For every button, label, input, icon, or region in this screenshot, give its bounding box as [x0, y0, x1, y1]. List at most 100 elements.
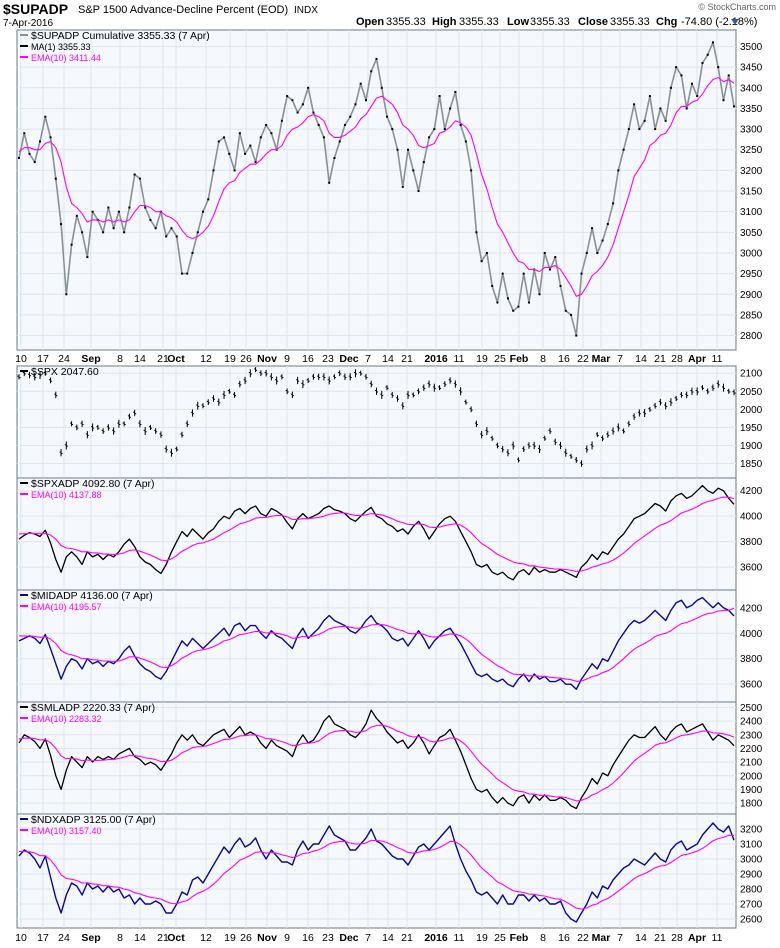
legend-swatch: [20, 34, 28, 36]
data-point: [212, 169, 215, 172]
data-point: [370, 70, 373, 73]
data-point: [470, 169, 473, 172]
y-tick-label: 2050: [740, 387, 763, 398]
data-point: [717, 66, 720, 69]
y-tick-label: 2200: [740, 744, 763, 755]
x-tick-label: 7: [365, 353, 371, 365]
x-tick-label: Sep: [81, 932, 100, 944]
data-point: [270, 132, 273, 135]
x-tick-label: 11: [712, 932, 723, 944]
data-point: [669, 86, 672, 89]
legend-swatch: [20, 56, 28, 58]
legend-entry: EMA(10) 4195.57: [31, 602, 102, 612]
y-tick-label: 1900: [740, 441, 763, 452]
data-point: [18, 157, 20, 159]
y-tick-label: 4000: [740, 629, 763, 640]
legend-entry: EMA(10) 3157.40: [31, 826, 102, 836]
legend-entry: $SMLADP 2220.33 (7 Apr): [31, 702, 155, 714]
y-tick-label: 1950: [740, 423, 763, 434]
dropdown-arrow-icon[interactable]: [731, 19, 739, 25]
data-point: [433, 128, 436, 131]
data-point: [564, 309, 567, 312]
y-tick-label: 2850: [740, 310, 763, 321]
x-tick-label: 14: [635, 932, 647, 944]
x-tick-label: 21: [157, 353, 169, 365]
data-point: [580, 272, 583, 275]
data-point: [496, 301, 499, 304]
y-tick-label: 2100: [740, 758, 763, 769]
legend-swatch: [20, 482, 28, 484]
data-point: [123, 231, 126, 234]
header-date: 7-Apr-2016: [3, 18, 53, 29]
data-point: [364, 99, 367, 102]
x-tick-label: 25: [494, 353, 506, 365]
y-tick-label: 3000: [740, 855, 763, 866]
data-point: [522, 272, 525, 275]
x-tick-label: 26: [240, 932, 252, 944]
data-point: [412, 169, 415, 172]
data-point: [485, 251, 488, 254]
data-point: [727, 74, 730, 77]
data-point: [386, 115, 389, 118]
data-point: [180, 272, 183, 275]
x-tick-label: Oct: [167, 353, 185, 365]
x-tick-label: 14: [382, 353, 394, 365]
legend-entry: $SUPADP Cumulative 3355.33 (7 Apr): [31, 30, 210, 42]
x-tick-label: Feb: [510, 353, 529, 365]
high-label: High: [432, 16, 457, 28]
series-line-black: [18, 484, 735, 581]
x-tick-label: 10: [15, 932, 27, 944]
data-point: [49, 136, 52, 139]
data-point: [601, 239, 604, 242]
data-point: [333, 157, 336, 159]
data-point: [217, 140, 220, 143]
data-point: [207, 198, 210, 201]
legend-entry: EMA(10) 3411.44: [31, 53, 101, 63]
legend-swatch: [20, 706, 28, 708]
data-point: [317, 123, 320, 126]
data-point: [454, 90, 457, 93]
panel-frame: [16, 29, 737, 351]
y-tick-label: 3450: [740, 63, 763, 74]
y-tick-label: 3500: [740, 42, 763, 53]
data-point: [349, 115, 352, 118]
data-point: [596, 251, 599, 254]
y-tick-label: 1850: [740, 459, 763, 470]
y-tick-label: 2400: [740, 717, 763, 728]
data-point: [44, 115, 47, 118]
x-tick-label: 14: [635, 353, 647, 365]
x-tick-label: 24: [58, 932, 70, 944]
data-point: [54, 177, 57, 180]
data-point: [33, 161, 36, 164]
data-point: [244, 152, 247, 155]
data-point: [280, 119, 283, 122]
data-point: [380, 86, 383, 89]
y-tick-label: 1900: [740, 785, 763, 796]
x-tick-label: 21: [401, 353, 413, 365]
x-tick-label: 8: [117, 353, 123, 365]
data-point: [633, 103, 636, 106]
data-point: [396, 148, 399, 151]
header-exchange: INDX: [294, 5, 318, 16]
panel-spxadp: 3600 3800 4000 4200 $SPXADP 4092.80 (7 Apr)E…: [16, 477, 763, 591]
panel-frame: [16, 589, 737, 703]
data-point: [322, 136, 325, 139]
x-tick-label: Apr: [688, 932, 706, 944]
panel-frame: [16, 365, 737, 479]
data-point: [575, 334, 578, 337]
data-point: [543, 251, 546, 254]
data-point: [617, 169, 620, 172]
data-point: [343, 123, 346, 126]
data-point: [722, 99, 725, 102]
data-point: [70, 243, 73, 246]
x-tick-label: Feb: [510, 932, 529, 944]
y-tick-label: 3200: [740, 825, 763, 836]
x-tick-label: 11: [454, 932, 465, 944]
panel-frame: [16, 477, 737, 591]
y-tick-label: 2900: [740, 870, 763, 881]
data-point: [527, 301, 530, 304]
y-tick-label: 2000: [740, 405, 763, 416]
series-line-magenta: [18, 724, 735, 802]
legend-entry: MA(1) 3355.33: [31, 42, 91, 52]
x-tick-label: 11: [712, 353, 723, 365]
